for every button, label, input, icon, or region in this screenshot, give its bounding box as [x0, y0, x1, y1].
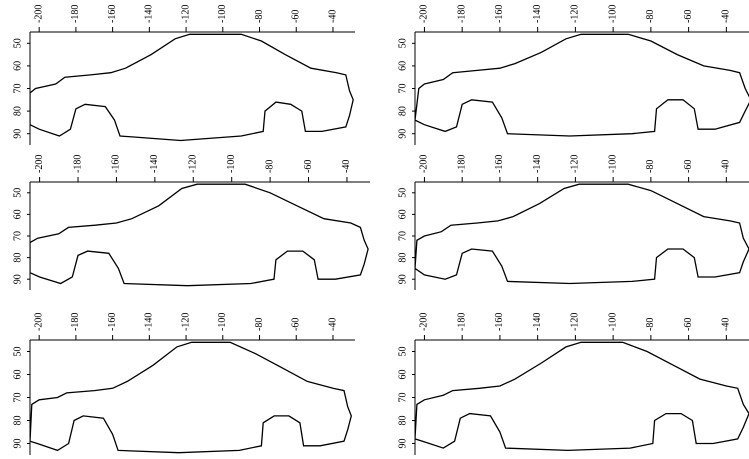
y-tick-label: 80 [12, 416, 23, 426]
x-tick-label: -140 [532, 313, 543, 331]
y-tick-label: 70 [12, 84, 23, 94]
x-tick-label: -40 [341, 160, 352, 173]
x-tick-label: -120 [570, 155, 581, 173]
x-tick-label: -180 [456, 313, 467, 331]
x-tick-label: -160 [494, 5, 505, 23]
x-tick-label: -200 [33, 5, 44, 23]
x-tick-label: -160 [494, 155, 505, 173]
car-outline [30, 184, 368, 286]
y-tick-label: 80 [12, 106, 23, 116]
y-tick-label: 60 [12, 370, 23, 380]
plot-area [415, 342, 749, 450]
y-tick-label: 70 [397, 231, 408, 241]
x-tick-label: -40 [721, 318, 732, 331]
x-tick-label: -200 [419, 155, 430, 173]
car-outline [415, 34, 749, 136]
x-tick-label: -100 [217, 5, 228, 23]
car-outline [415, 184, 749, 283]
x-tick-label: -200 [419, 5, 430, 23]
x-tick-label: -140 [144, 313, 155, 331]
x-tick-label: -80 [264, 160, 275, 173]
x-tick-label: -200 [34, 155, 45, 173]
y-tick-label: 70 [397, 84, 408, 94]
x-tick-label: -180 [456, 155, 467, 173]
x-tick-label: -100 [607, 5, 618, 23]
x-tick-label: -80 [645, 318, 656, 331]
y-tick-label: 90 [397, 439, 408, 449]
x-tick-label: -100 [217, 313, 228, 331]
x-tick-label: -100 [226, 155, 237, 173]
y-tick-label: 90 [397, 274, 408, 284]
y-tick-label: 70 [12, 393, 23, 403]
x-tick-label: -40 [327, 318, 338, 331]
y-tick-label: 60 [12, 61, 23, 71]
x-tick-label: -60 [291, 10, 302, 23]
x-tick-label: -180 [70, 313, 81, 331]
y-tick-label: 90 [12, 274, 23, 284]
x-tick-label: -100 [607, 313, 618, 331]
y-tick-label: 60 [397, 370, 408, 380]
x-tick-label: -60 [291, 318, 302, 331]
plot-area [415, 34, 749, 136]
y-tick-label: 90 [12, 129, 23, 139]
x-tick-label: -60 [683, 10, 694, 23]
x-tick-label: -160 [494, 313, 505, 331]
x-tick-label: -120 [570, 5, 581, 23]
y-tick-label: 50 [397, 347, 408, 357]
x-tick-label: -140 [144, 5, 155, 23]
y-tick-label: 90 [12, 439, 23, 449]
plot-area [415, 184, 749, 283]
y-tick-label: 50 [397, 188, 408, 198]
x-tick-label: -80 [645, 160, 656, 173]
y-tick-label: 70 [397, 393, 408, 403]
x-tick-label: -60 [683, 160, 694, 173]
x-tick-label: -120 [188, 155, 199, 173]
x-tick-label: -60 [683, 318, 694, 331]
y-tick-label: 60 [397, 61, 408, 71]
y-tick-label: 80 [397, 416, 408, 426]
x-tick-label: -40 [721, 10, 732, 23]
x-tick-label: -160 [111, 155, 122, 173]
figure: -200 -180 -160 -140 -120 -100 -80 -60 -40 50 60 70 8… [0, 0, 749, 459]
x-tick-label: -140 [149, 155, 160, 173]
x-tick-label: -200 [419, 313, 430, 331]
x-tick-label: -60 [303, 160, 314, 173]
y-tick-label: 90 [397, 129, 408, 139]
x-tick-label: -80 [254, 318, 265, 331]
y-tick-label: 60 [12, 209, 23, 219]
x-tick-label: -200 [33, 313, 44, 331]
y-tick-label: 50 [12, 38, 23, 48]
x-tick-label: -180 [70, 5, 81, 23]
y-tick-label: 80 [12, 253, 23, 263]
x-tick-label: -180 [456, 5, 467, 23]
x-tick-label: -160 [107, 313, 118, 331]
x-tick-label: -180 [72, 155, 83, 173]
x-tick-label: -140 [532, 5, 543, 23]
x-tick-label: -140 [532, 155, 543, 173]
x-tick-label: -120 [180, 313, 191, 331]
y-tick-label: 50 [12, 188, 23, 198]
x-tick-label: -80 [254, 10, 265, 23]
x-tick-label: -80 [645, 10, 656, 23]
plot-area [30, 184, 368, 286]
x-tick-label: -120 [570, 313, 581, 331]
plot-area [30, 34, 353, 140]
y-tick-label: 80 [397, 106, 408, 116]
y-tick-label: 60 [397, 209, 408, 219]
car-outline [30, 34, 353, 140]
y-tick-label: 50 [397, 38, 408, 48]
y-tick-label: 70 [12, 231, 23, 241]
x-tick-label: -100 [607, 155, 618, 173]
car-outline [415, 342, 749, 450]
x-tick-label: -40 [327, 10, 338, 23]
car-outline [30, 342, 351, 452]
x-tick-label: -160 [107, 5, 118, 23]
y-tick-label: 80 [397, 253, 408, 263]
x-tick-label: -40 [721, 160, 732, 173]
plot-area [30, 342, 351, 452]
y-tick-label: 50 [12, 347, 23, 357]
x-tick-label: -120 [180, 5, 191, 23]
